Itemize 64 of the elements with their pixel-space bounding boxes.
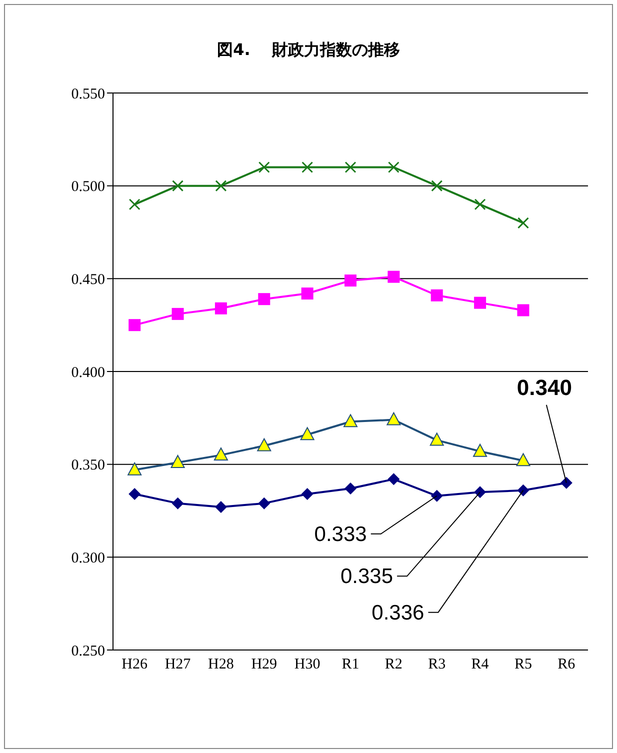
y-tick-label: 0.250 bbox=[71, 643, 105, 660]
x-tick-label: R6 bbox=[558, 656, 576, 673]
annotation: 0.340 bbox=[516, 374, 572, 400]
annotation: 0.336 bbox=[372, 601, 424, 624]
point bbox=[344, 274, 356, 287]
x-tick-label: R1 bbox=[342, 656, 360, 673]
chart-title: 図4. 財政力指数の推移 bbox=[216, 40, 401, 61]
point bbox=[474, 296, 486, 309]
y-tick-label: 0.350 bbox=[71, 458, 105, 474]
x-tick-label: H26 bbox=[122, 656, 148, 673]
point bbox=[517, 484, 530, 496]
point bbox=[214, 448, 228, 461]
point bbox=[344, 162, 356, 174]
point bbox=[560, 476, 572, 489]
annotation: 0.335 bbox=[340, 565, 394, 588]
point bbox=[344, 414, 358, 428]
x-tick-label: H28 bbox=[208, 656, 234, 673]
x-tick-label: R4 bbox=[471, 656, 490, 673]
point bbox=[258, 293, 270, 306]
y-tick-label: 0.550 bbox=[71, 86, 105, 102]
annotation: 0.333 bbox=[314, 522, 367, 546]
point bbox=[128, 462, 142, 476]
x-tick-label: H30 bbox=[294, 656, 320, 673]
point bbox=[430, 289, 443, 302]
point bbox=[386, 412, 401, 426]
point bbox=[516, 453, 530, 466]
point bbox=[214, 501, 227, 514]
x-tick-label: H29 bbox=[251, 656, 278, 673]
point bbox=[430, 490, 443, 502]
y-tick-label: 0.500 bbox=[71, 179, 105, 196]
point bbox=[301, 488, 314, 500]
point bbox=[474, 486, 486, 498]
point bbox=[344, 482, 356, 494]
point bbox=[430, 432, 444, 446]
x-tick-label: H27 bbox=[164, 656, 192, 673]
y-tick-label: 0.300 bbox=[71, 550, 105, 566]
point bbox=[172, 180, 184, 192]
point bbox=[170, 454, 185, 468]
y-tick-label: 0.450 bbox=[71, 272, 105, 288]
point bbox=[517, 304, 530, 316]
y-tick-label: 0.400 bbox=[71, 364, 105, 381]
point bbox=[214, 302, 227, 314]
x-tick-label: R2 bbox=[384, 656, 402, 673]
point bbox=[128, 488, 141, 500]
point bbox=[257, 438, 272, 452]
point bbox=[172, 497, 184, 510]
point bbox=[388, 270, 400, 283]
point bbox=[258, 497, 270, 510]
point bbox=[431, 180, 443, 192]
point bbox=[302, 162, 314, 174]
x-tick-label: R3 bbox=[428, 656, 446, 673]
point bbox=[300, 427, 314, 440]
point bbox=[128, 198, 140, 210]
point bbox=[474, 198, 486, 210]
point bbox=[517, 217, 529, 229]
point bbox=[388, 162, 400, 174]
point bbox=[128, 319, 141, 332]
point bbox=[473, 444, 488, 457]
point bbox=[172, 308, 184, 320]
point bbox=[215, 180, 227, 192]
x-tick-label: R5 bbox=[514, 656, 532, 673]
point bbox=[301, 288, 314, 300]
point bbox=[258, 162, 270, 174]
point bbox=[388, 473, 400, 486]
